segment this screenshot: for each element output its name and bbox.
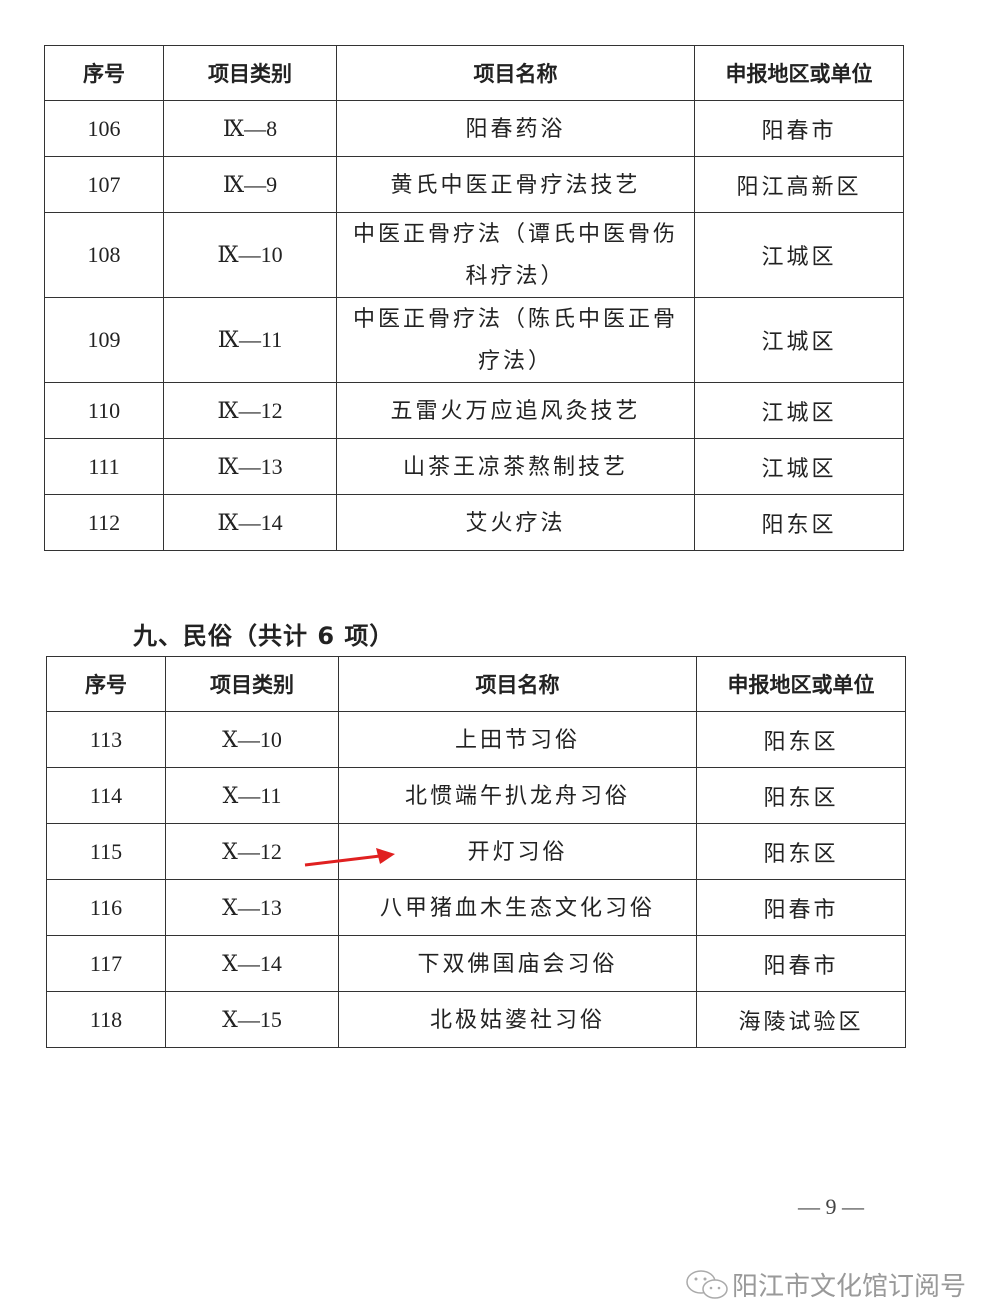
table-row: 114 Ⅹ—11 北惯端午扒龙舟习俗 阳东区	[46, 767, 906, 824]
row-name: 中医正骨疗法（陈氏中医正骨疗法）	[336, 297, 695, 383]
table-row: 109 Ⅸ—11 中医正骨疗法（陈氏中医正骨疗法） 江城区	[44, 297, 904, 383]
header-name: 项目名称	[336, 45, 695, 101]
row-name: 下双佛国庙会习俗	[338, 935, 697, 992]
table-row: 111 Ⅸ—13 山茶王凉茶熬制技艺 江城区	[44, 438, 904, 495]
row-number: 115	[46, 823, 166, 880]
table-row: 108 Ⅸ—10 中医正骨疗法（谭氏中医骨伤科疗法） 江城区	[44, 212, 904, 298]
row-number: 116	[46, 879, 166, 936]
row-number: 113	[46, 711, 166, 768]
row-category: Ⅹ—12	[165, 823, 339, 880]
row-name: 中医正骨疗法（谭氏中医骨伤科疗法）	[336, 212, 695, 298]
page-number: — 9 —	[798, 1194, 864, 1219]
row-name: 黄氏中医正骨疗法技艺	[336, 156, 695, 213]
row-region: 江城区	[694, 438, 904, 495]
row-category: Ⅹ—15	[165, 991, 339, 1048]
row-number: 106	[44, 100, 164, 157]
row-number: 117	[46, 935, 166, 992]
row-region: 阳春市	[696, 935, 906, 992]
watermark-text: 阳江市文化馆订阅号	[732, 1272, 967, 1302]
row-region: 江城区	[694, 382, 904, 439]
row-region: 阳东区	[696, 823, 906, 880]
header-name: 项目名称	[338, 656, 697, 712]
row-name: 五雷火万应追风灸技艺	[336, 382, 695, 439]
row-category: Ⅸ—10	[163, 212, 337, 298]
header-no: 序号	[44, 45, 164, 101]
row-region: 阳东区	[696, 767, 906, 824]
table-row: 115 Ⅹ—12 开灯习俗 阳东区	[46, 823, 906, 880]
row-category: Ⅹ—14	[165, 935, 339, 992]
row-region: 阳春市	[696, 879, 906, 936]
row-category: Ⅹ—10	[165, 711, 339, 768]
table-row: 118 Ⅹ—15 北极姑婆社习俗 海陵试验区	[46, 991, 906, 1048]
table-row: 112 Ⅸ—14 艾火疗法 阳东区	[44, 494, 904, 551]
row-name: 阳春药浴	[336, 100, 695, 157]
header-category: 项目类别	[163, 45, 337, 101]
wechat-icon	[686, 1269, 728, 1299]
row-category: Ⅸ—9	[163, 156, 337, 213]
row-category: Ⅸ—14	[163, 494, 337, 551]
table-header: 序号 项目类别 项目名称 申报地区或单位	[46, 656, 906, 712]
row-number: 110	[44, 382, 164, 439]
row-number: 112	[44, 494, 164, 551]
row-name: 八甲猪血木生态文化习俗	[338, 879, 697, 936]
header-region: 申报地区或单位	[696, 656, 906, 712]
row-number: 107	[44, 156, 164, 213]
header-region: 申报地区或单位	[694, 45, 904, 101]
table-traditional-medicine: 序号 项目类别 项目名称 申报地区或单位 106 Ⅸ—8 阳春药浴 阳春市 107 Ⅸ—9…	[44, 45, 904, 551]
header-no: 序号	[46, 656, 166, 712]
table-row: 116 Ⅹ—13 八甲猪血木生态文化习俗 阳春市	[46, 879, 906, 936]
table-row: 106 Ⅸ—8 阳春药浴 阳春市	[44, 100, 904, 157]
table-folk-customs: 序号 项目类别 项目名称 申报地区或单位 113 Ⅹ—10 上田节习俗 阳东区 114 Ⅹ…	[46, 656, 906, 1048]
row-number: 108	[44, 212, 164, 298]
section-heading: 九、民俗（共计 6 项）	[133, 622, 395, 650]
row-number: 109	[44, 297, 164, 383]
row-name: 山茶王凉茶熬制技艺	[336, 438, 695, 495]
row-category: Ⅸ—11	[163, 297, 337, 383]
row-region: 江城区	[694, 212, 904, 298]
row-region: 阳江高新区	[694, 156, 904, 213]
row-region: 阳东区	[696, 711, 906, 768]
row-region: 阳春市	[694, 100, 904, 157]
row-category: Ⅸ—12	[163, 382, 337, 439]
watermark: 阳江市文化馆订阅号	[684, 1266, 966, 1303]
row-category: Ⅹ—11	[165, 767, 339, 824]
row-category: Ⅹ—13	[165, 879, 339, 936]
table-row: 113 Ⅹ—10 上田节习俗 阳东区	[46, 711, 906, 768]
red-arrow-icon	[304, 848, 395, 867]
row-name: 上田节习俗	[338, 711, 697, 768]
table-row: 107 Ⅸ—9 黄氏中医正骨疗法技艺 阳江高新区	[44, 156, 904, 213]
row-name: 艾火疗法	[336, 494, 695, 551]
row-category: Ⅸ—8	[163, 100, 337, 157]
row-name: 开灯习俗	[338, 823, 697, 880]
row-name: 北惯端午扒龙舟习俗	[338, 767, 697, 824]
header-category: 项目类别	[165, 656, 339, 712]
row-number: 118	[46, 991, 166, 1048]
table-header: 序号 项目类别 项目名称 申报地区或单位	[44, 45, 904, 101]
row-region: 阳东区	[694, 494, 904, 551]
table-row: 117 Ⅹ—14 下双佛国庙会习俗 阳春市	[46, 935, 906, 992]
row-name: 北极姑婆社习俗	[338, 991, 697, 1048]
row-region: 海陵试验区	[696, 991, 906, 1048]
table-row: 110 Ⅸ—12 五雷火万应追风灸技艺 江城区	[44, 382, 904, 439]
row-number: 111	[44, 438, 164, 495]
row-number: 114	[46, 767, 166, 824]
row-region: 江城区	[694, 297, 904, 383]
row-category: Ⅸ—13	[163, 438, 337, 495]
